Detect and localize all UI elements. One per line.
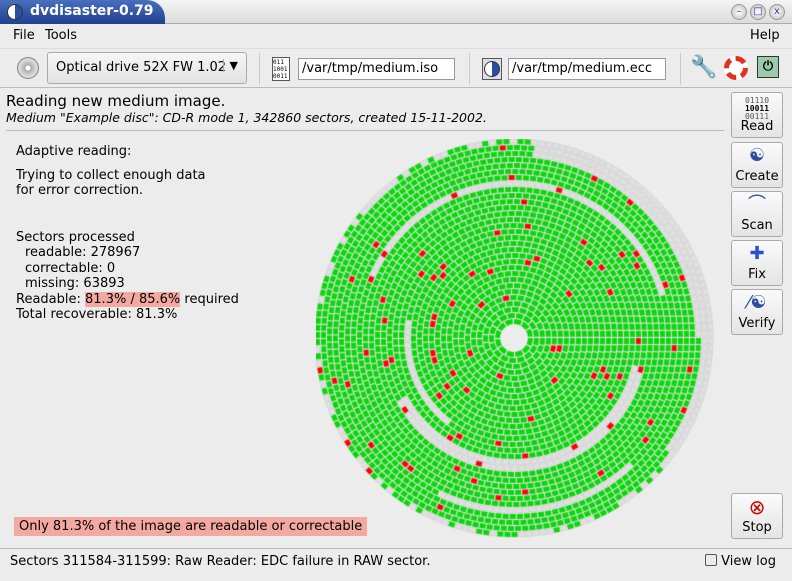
create-button[interactable]: ☯ Create: [731, 142, 783, 188]
image-file-input[interactable]: /var/tmp/medium.iso: [298, 58, 455, 80]
read-button[interactable]: 01110 10011 00111 Read: [731, 92, 783, 138]
correctable-count: correctable: 0: [25, 260, 116, 276]
readable-line: Readable: 81.3% / 85.6% required: [16, 291, 239, 307]
ecc-file-icon: [482, 58, 502, 80]
image-file-icon: 011 1001 0011: [272, 57, 290, 81]
warning-message: Only 81.3% of the image are readable or …: [14, 517, 368, 536]
cd-icon: [17, 57, 39, 79]
sectors-title: Sectors processed: [16, 229, 135, 245]
toolbar: Optical drive 52X FW 1.02 ▼ 011 1001 0011 /…: [0, 48, 792, 88]
stop-icon: ⊗: [748, 495, 766, 519]
yin-yang-icon: ☯: [748, 145, 766, 166]
total-recoverable: Total recoverable: 81.3%: [16, 307, 178, 322]
verify-icon: ⁄☯: [747, 292, 767, 313]
status-message: Sectors 311584-311599: Raw Reader: EDC f…: [10, 554, 431, 569]
chevron-down-icon: ▼: [222, 59, 238, 72]
desc-line-2: for error correction.: [16, 183, 144, 198]
help-lifebuoy-icon[interactable]: [724, 56, 748, 80]
wrench-icon[interactable]: 🔧: [690, 55, 718, 80]
desc-line-1: Trying to collect enough data: [16, 167, 206, 183]
readable-percent: 81.3% / 85.6%: [85, 291, 181, 307]
read-binary-icon: 01110 10011 00111: [744, 96, 770, 121]
drive-select[interactable]: Optical drive 52X FW 1.02 ▼: [47, 52, 247, 84]
app-icon: [7, 4, 23, 20]
maximize-button[interactable]: □: [750, 4, 766, 20]
close-button[interactable]: x: [769, 4, 785, 20]
fix-button[interactable]: ✚ Fix: [731, 240, 783, 286]
drive-label: Optical drive 52X FW 1.02: [56, 60, 227, 75]
stop-button[interactable]: ⊗ Stop: [731, 493, 783, 539]
header: Reading new medium image. Medium "Exampl…: [6, 92, 487, 125]
scan-button[interactable]: ⌒ Scan: [731, 191, 783, 237]
window-title: dvdisaster-0.79: [30, 3, 154, 19]
checkbox[interactable]: [705, 554, 717, 566]
header-title: Reading new medium image.: [6, 92, 226, 110]
puzzle-icon: ✚: [749, 243, 765, 264]
status-bar: Sectors 311584-311599: Raw Reader: EDC f…: [0, 548, 792, 581]
minimize-button[interactable]: –: [731, 4, 747, 20]
readable-count: readable: 278967: [25, 245, 141, 260]
disc-sector-map: [316, 139, 716, 539]
ecc-file-input[interactable]: /var/tmp/medium.ecc: [508, 58, 666, 80]
info-text: Adaptive reading: Trying to collect enou…: [16, 144, 239, 323]
quit-power-icon[interactable]: ⏻: [757, 56, 779, 78]
menu-tools[interactable]: Tools: [45, 28, 78, 43]
verify-button[interactable]: ⁄☯ Verify: [731, 289, 783, 335]
read-panel: Adaptive reading: Trying to collect enou…: [6, 130, 724, 546]
view-log-button[interactable]: View log: [705, 554, 776, 569]
window-title-tab: dvdisaster-0.79: [0, 0, 165, 24]
menu-help[interactable]: Help: [750, 28, 780, 43]
header-subtitle: Medium "Example disc": CD-R mode 1, 3428…: [6, 110, 487, 125]
scan-curve-icon: ⌒: [748, 194, 766, 215]
mode-label: Adaptive reading:: [16, 144, 132, 159]
menu-bar: File Tools Help: [0, 25, 792, 47]
title-bar: dvdisaster-0.79 – □ x: [0, 0, 792, 24]
menu-file[interactable]: File: [13, 28, 35, 43]
missing-count: missing: 63893: [25, 276, 125, 291]
